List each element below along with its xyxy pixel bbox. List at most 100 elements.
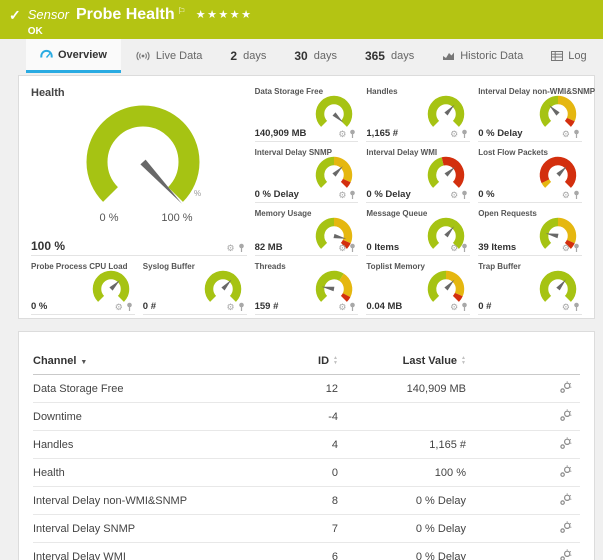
gauge-chart (89, 267, 133, 309)
gauge-actions: ⚙ (115, 302, 133, 312)
gear-icon[interactable]: ⚙ (450, 189, 459, 200)
gear-icon[interactable]: ⚙ (114, 301, 123, 312)
pin-icon[interactable] (573, 190, 580, 200)
channel-name-cell: Downtime (33, 402, 276, 431)
gauge-chart (424, 153, 468, 195)
tab-overview[interactable]: Overview (26, 39, 121, 73)
gear-icon[interactable]: ⚙ (450, 301, 459, 312)
pin-icon[interactable] (238, 302, 245, 312)
gauge-footer: 159 # ⚙ (255, 301, 357, 312)
priority-flag-icon[interactable]: ⚐ (177, 6, 186, 16)
gear-icon[interactable]: ⚙ (561, 128, 570, 139)
pin-icon[interactable] (349, 129, 356, 139)
tab-30-days[interactable]: 30 days (280, 39, 351, 73)
gauge-value: 0 # (142, 301, 157, 312)
channel-actions-cell (466, 374, 580, 403)
gauge-toplist-memory: Toplist Memory 0.04 MB ⚙ (366, 259, 471, 315)
gauge-value: 82 MB (254, 242, 283, 253)
sort-icon[interactable]: ▲ ▼ (333, 355, 338, 367)
channel-settings-icon[interactable] (559, 520, 572, 534)
gauge-memory-usage: Memory Usage 82 MB ⚙ (254, 206, 359, 256)
tab-live-data[interactable]: Live Data (121, 39, 216, 73)
tab-365-days[interactable]: 365 days (351, 39, 428, 73)
gauge-chart (536, 214, 580, 256)
gauge-actions: ⚙ (450, 129, 468, 139)
gauge-actions: ⚙ (338, 190, 356, 200)
channel-settings-icon[interactable] (559, 464, 572, 478)
tab-historic-data[interactable]: Historic Data (428, 39, 537, 73)
channel-actions-cell (466, 458, 580, 487)
gear-icon[interactable]: ⚙ (561, 301, 570, 312)
gear-icon[interactable]: ⚙ (338, 242, 347, 253)
gauge-value: 0.04 MB (366, 301, 403, 312)
channel-name-cell: Handles (33, 430, 276, 459)
gear-icon[interactable]: ⚙ (450, 128, 459, 139)
channel-name[interactable]: Handles (33, 438, 74, 451)
gauge-syslog-buffer: Syslog Buffer 0 # ⚙ (142, 259, 247, 315)
gear-icon[interactable]: ⚙ (226, 301, 235, 312)
sort-desc-icon[interactable]: ▼ (80, 359, 88, 366)
channel-settings-icon[interactable] (559, 408, 572, 422)
health-gauge-chart: 0 % 100 %% (63, 90, 221, 226)
channel-name[interactable]: Health (33, 466, 65, 479)
gauge-message-queue: Message Queue 0 Items ⚙ (366, 206, 471, 256)
channel-settings-icon[interactable] (559, 492, 572, 506)
table-row: Data Storage Free 12 140,909 MB (33, 374, 580, 403)
gear-icon[interactable]: ⚙ (226, 242, 235, 253)
column-header-channel[interactable]: Channel ▼ (33, 348, 276, 375)
pin-icon[interactable] (461, 243, 468, 253)
gauge-value: 0 % Delay (254, 189, 299, 200)
pin-icon[interactable] (461, 302, 468, 312)
channel-name[interactable]: Interval Delay WMI (33, 550, 126, 560)
gear-icon[interactable]: ⚙ (338, 128, 347, 139)
sensor-header-text: Sensor Probe Health ⚐ ★★★★★ OK (28, 6, 253, 37)
tab-label: Log (568, 50, 587, 62)
channel-name[interactable]: Interval Delay SNMP (33, 522, 136, 535)
channel-settings-icon[interactable] (559, 548, 572, 560)
gear-icon[interactable]: ⚙ (338, 301, 347, 312)
tab-bar: Overview Live Data 2 days 30 days 365 days Histo… (0, 39, 603, 73)
channel-actions-cell (466, 402, 580, 431)
pin-icon[interactable] (349, 243, 356, 253)
gauge-value: 159 # (254, 301, 279, 312)
gauge-title: Toplist Memory (366, 262, 425, 271)
tab-2-days[interactable]: 2 days (216, 39, 280, 73)
gauge-chart (312, 267, 356, 309)
pin-icon[interactable] (573, 129, 580, 139)
channel-name[interactable]: Interval Delay non-WMI&SNMP (33, 494, 188, 507)
tab-log[interactable]: Log (537, 39, 600, 73)
pin-icon[interactable] (349, 190, 356, 200)
pin-icon[interactable] (349, 302, 356, 312)
pin-icon[interactable] (461, 190, 468, 200)
sort-icon[interactable]: ▲ ▼ (461, 355, 466, 367)
gauge-handles: Handles 1,165 # ⚙ (366, 84, 471, 142)
gear-icon[interactable]: ⚙ (450, 242, 459, 253)
gauge-chart (312, 214, 356, 256)
channel-name[interactable]: Downtime (33, 410, 82, 423)
priority-stars[interactable]: ★★★★★ (195, 9, 253, 21)
channel-id-cell: -4 (276, 402, 338, 431)
gauge-chart (201, 267, 245, 309)
pin-icon[interactable] (573, 243, 580, 253)
ok-check-icon: ✓ (9, 7, 21, 23)
status-badge: OK (27, 26, 43, 37)
channel-settings-icon[interactable] (559, 380, 572, 394)
historic-data-icon (442, 51, 455, 61)
gear-icon[interactable]: ⚙ (561, 189, 570, 200)
column-header-last-value[interactable]: Last Value ▲ ▼ (338, 348, 466, 375)
gauge-actions: ⚙ (450, 190, 468, 200)
pin-icon[interactable] (573, 302, 580, 312)
channel-settings-icon[interactable] (559, 436, 572, 450)
column-header-id[interactable]: ID ▲ ▼ (276, 348, 338, 375)
gear-icon[interactable]: ⚙ (561, 242, 570, 253)
gauge-value: 1,165 # (366, 128, 399, 139)
gauge-chart (424, 214, 468, 256)
pin-icon[interactable] (461, 129, 468, 139)
gear-icon[interactable]: ⚙ (338, 189, 347, 200)
gauge-value: 0 Items (366, 242, 400, 253)
pin-icon[interactable] (126, 302, 133, 312)
gauge-actions: ⚙ (227, 302, 245, 312)
pin-icon[interactable] (238, 243, 245, 253)
channel-last-value-cell: 0 % Delay (338, 514, 466, 543)
channel-name[interactable]: Data Storage Free (33, 382, 124, 395)
